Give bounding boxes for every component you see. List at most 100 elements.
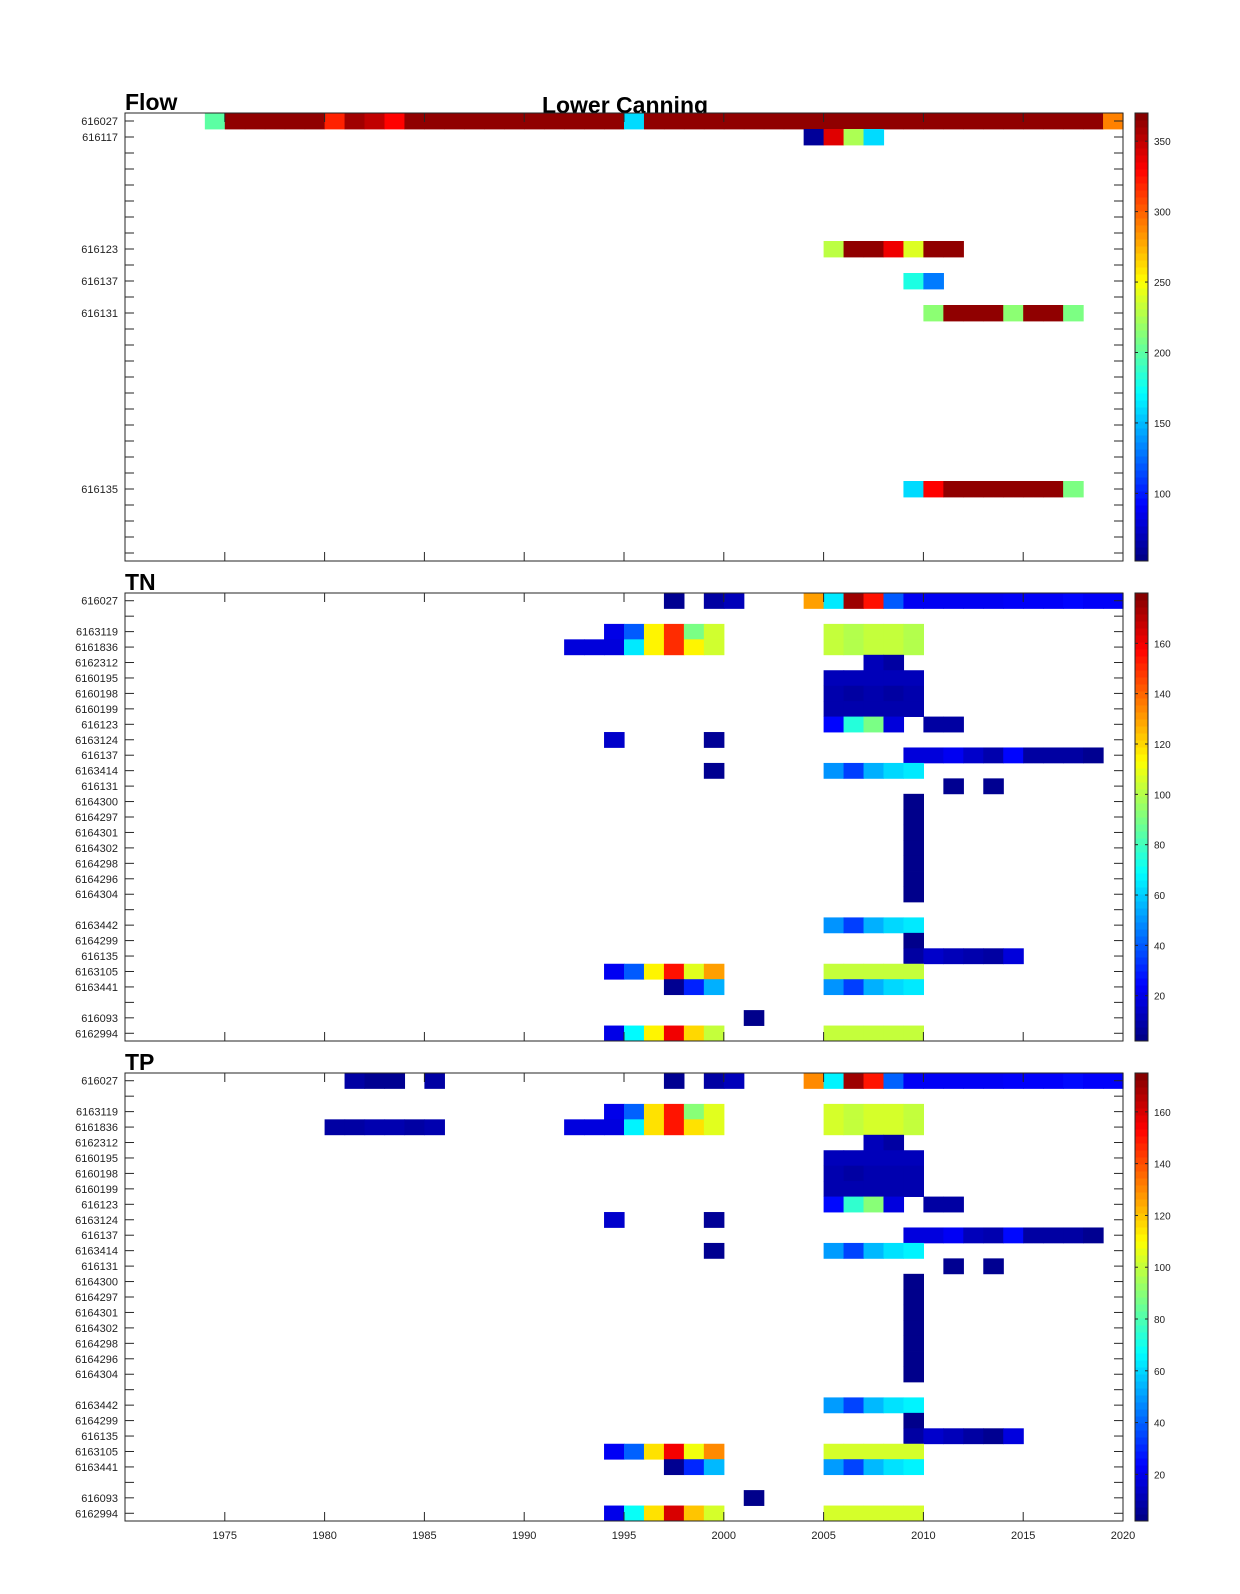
heatmap-cell [683,1459,705,1476]
colorbar-band [1135,463,1148,471]
colorbar-band [1135,526,1148,534]
heatmap-cell [1083,113,1104,130]
heatmap-cell [663,1025,685,1042]
heatmap-cell [624,623,645,640]
heatmap-cell [564,639,585,656]
heatmap-cell [863,1242,885,1259]
heatmap-cell [1003,1428,1024,1445]
heatmap-cell [903,824,924,841]
heatmap-cell [604,1119,625,1136]
colorbar-band [1135,628,1148,636]
colorbar-band [1135,985,1148,993]
heatmap-cell [903,1242,924,1259]
colorbar-band [1135,719,1148,727]
colorbar-band [1135,1020,1148,1028]
colorbar-band [1135,351,1148,359]
x-tick-label: 2005 [811,1530,835,1542]
heatmap-cell [903,1459,924,1476]
colorbar-band [1135,1227,1148,1235]
colorbar-band [1135,288,1148,296]
heatmap-cell [883,917,905,934]
colorbar-band [1135,1164,1148,1172]
heatmap-cell [1043,113,1064,130]
heatmap-cell [903,1273,924,1290]
heatmap-cell [903,623,924,640]
heatmap-cell [763,113,785,130]
heatmap-cell [584,1119,605,1136]
colorbar-band [1135,1409,1148,1417]
colorbar-band [1135,281,1148,289]
heatmap-cells [204,113,1124,498]
heatmap-cell [903,1320,924,1337]
heatmap-cell [643,1119,665,1136]
heatmap-cell [863,1196,885,1213]
heatmap-cell [863,241,885,258]
heatmap-cell [963,593,984,609]
colorbar-tick-label: 250 [1154,278,1171,289]
panel-tn: TN 616027 6163119 6161836 6162312 6160195 6160… [75,569,1171,1042]
colorbar-band [1135,999,1148,1007]
heatmap-cell [643,623,665,640]
heatmap-cell [823,1196,845,1213]
heatmap-cell [663,1459,685,1476]
colorbar-band [1135,1013,1148,1021]
heatmap-cell [903,241,924,258]
y-tick-label: 616137 [81,276,118,288]
heatmap-cell [843,1103,865,1120]
colorbar-band [1135,1108,1148,1116]
colorbar-band [1135,554,1148,562]
heatmap-cell [803,129,825,146]
heatmap-cell [783,113,805,130]
y-tick-label: 616131 [81,308,118,320]
heatmap-cell [923,113,944,130]
heatmap-cell [624,1119,645,1136]
heatmap-cell [484,113,505,130]
colorbar-band [1135,134,1148,142]
y-tick-label: 6163124 [75,735,118,747]
colorbar-band [1135,726,1148,734]
heatmap-cell [304,113,326,130]
heatmap-cell [823,1150,845,1167]
colorbar-band [1135,950,1148,958]
y-tick-label: 616027 [81,116,118,128]
heatmap-cell [584,113,605,130]
colorbar-band [1135,533,1148,541]
colorbar-band [1135,705,1148,713]
heatmap-cells [564,593,1124,1042]
x-tick-label: 2015 [1011,1530,1035,1542]
heatmap-cell [903,793,924,810]
heatmap-cell [544,113,565,130]
heatmap-cell [823,639,845,656]
heatmap-cell [823,979,845,996]
colorbar-band [1135,782,1148,790]
colorbar-tick-label: 100 [1154,1263,1171,1274]
colorbar-tick-label: 350 [1154,137,1171,148]
colorbar-tick-label: 100 [1154,790,1171,801]
heatmap-cell [823,670,845,687]
colorbar-band [1135,183,1148,191]
heatmap-cell [564,1119,585,1136]
heatmap-cell [923,593,944,609]
heatmap-cell [903,701,924,717]
heatmap-cell [903,273,924,290]
colorbar-band [1135,1073,1148,1081]
heatmap-cell [624,639,645,656]
colorbar-band [1135,992,1148,1000]
heatmap-cell [863,1181,885,1197]
heatmap-cell [663,593,685,609]
colorbar-frame [1134,1072,1149,1522]
colorbar-band [1135,449,1148,457]
heatmap-cell [803,593,825,609]
y-tick-label: 6164296 [75,1354,118,1366]
heatmap-cell [883,1119,905,1136]
heatmap-cell [823,593,845,609]
colorbar-band [1135,428,1148,436]
heatmap-cell [843,639,865,656]
heatmap-cell [1003,1227,1024,1244]
colorbar-band [1135,393,1148,401]
colorbar-band [1135,1311,1148,1319]
heatmap-cell [703,1103,725,1120]
y-tick-label: 616093 [81,1493,118,1505]
heatmap-cell [464,113,485,130]
heatmap-cell [943,1073,964,1089]
